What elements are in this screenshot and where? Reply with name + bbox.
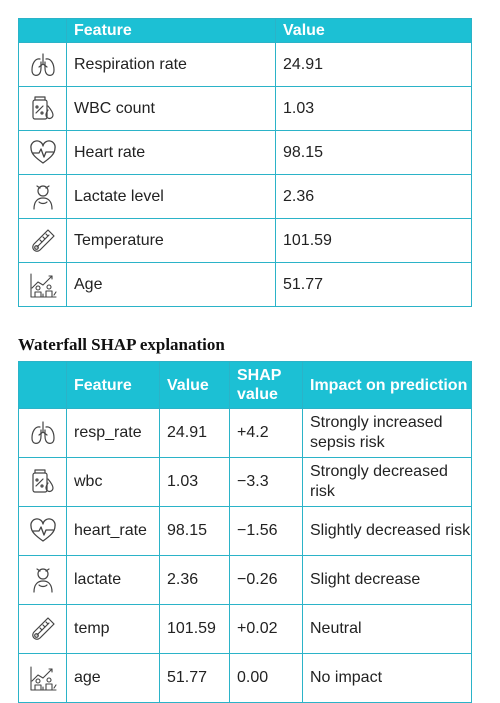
- impact-cell: Slight decrease: [302, 555, 472, 605]
- value-cell: 98.15: [159, 506, 230, 556]
- value-cell: 24.91: [159, 408, 230, 458]
- header-icon-cell: [18, 361, 67, 409]
- value-cell: 2.36: [159, 555, 230, 605]
- feature-cell: Temperature: [66, 218, 276, 263]
- header-feature: Feature: [66, 361, 160, 409]
- impact-cell: Slightly decreased risk: [302, 506, 472, 556]
- value-cell: 101.59: [275, 218, 472, 263]
- thermometer-icon: [28, 614, 58, 644]
- value-cell: 51.77: [159, 653, 230, 703]
- table-row: Age 51.77: [18, 262, 472, 307]
- lungs-icon: [28, 418, 58, 448]
- value-cell: 98.15: [275, 130, 472, 175]
- feature-cell: temp: [66, 604, 160, 654]
- table-row: age 51.77 0.00 No impact: [18, 653, 472, 703]
- table-row: Heart rate 98.15: [18, 130, 472, 175]
- value-cell: 1.03: [275, 86, 472, 131]
- heart-rate-icon: [28, 138, 58, 168]
- feature-cell: Age: [66, 262, 276, 307]
- table-row: wbc 1.03 −3.3 Strongly decreased risk: [18, 457, 472, 507]
- test-tube-icon: [28, 94, 58, 124]
- shap-cell: −1.56: [229, 506, 303, 556]
- value-cell: 2.36: [275, 174, 472, 219]
- feature-cell: Heart rate: [66, 130, 276, 175]
- feature-cell: wbc: [66, 457, 160, 507]
- value-cell: 1.03: [159, 457, 230, 507]
- table-row: Respiration rate 24.91: [18, 42, 472, 87]
- table-row: Lactate level 2.36: [18, 174, 472, 219]
- feature-cell: heart_rate: [66, 506, 160, 556]
- table-header-row: Feature Value SHAP value Impact on predi…: [18, 361, 472, 409]
- value-cell: 101.59: [159, 604, 230, 654]
- thermometer-icon: [28, 226, 58, 256]
- patient-icon: [28, 182, 58, 212]
- lungs-icon: [28, 50, 58, 80]
- feature-cell: Respiration rate: [66, 42, 276, 87]
- table-row: heart_rate 98.15 −1.56 Slightly decrease…: [18, 506, 472, 556]
- age-chart-icon: [28, 270, 58, 300]
- value-cell: 51.77: [275, 262, 472, 307]
- table-row: temp 101.59 +0.02 Neutral: [18, 604, 472, 654]
- section-caption: Waterfall SHAP explanation: [18, 335, 225, 354]
- header-icon-cell: [18, 18, 67, 43]
- table-row: resp_rate 24.91 +4.2 Strongly increased …: [18, 408, 472, 458]
- header-value: Value: [159, 361, 230, 409]
- shap-explanation-table: Feature Value SHAP value Impact on predi…: [18, 361, 472, 703]
- shap-cell: +4.2: [229, 408, 303, 458]
- impact-cell: Strongly increased sepsis risk: [302, 408, 472, 458]
- shap-cell: −0.26: [229, 555, 303, 605]
- shap-cell: +0.02: [229, 604, 303, 654]
- header-impact: Impact on prediction: [302, 361, 472, 409]
- shap-cell: −3.3: [229, 457, 303, 507]
- header-value: Value: [275, 18, 472, 43]
- feature-cell: lactate: [66, 555, 160, 605]
- value-cell: 24.91: [275, 42, 472, 87]
- impact-cell: Strongly decreased risk: [302, 457, 472, 507]
- impact-cell: Neutral: [302, 604, 472, 654]
- patient-icon: [28, 565, 58, 595]
- table-row: lactate 2.36 −0.26 Slight decrease: [18, 555, 472, 605]
- header-feature: Feature: [66, 18, 276, 43]
- table-row: Temperature 101.59: [18, 218, 472, 263]
- feature-cell: resp_rate: [66, 408, 160, 458]
- test-tube-icon: [28, 467, 58, 497]
- impact-cell: No impact: [302, 653, 472, 703]
- feature-cell: age: [66, 653, 160, 703]
- feature-values-table: Feature Value Respiration rate 24.91 WBC…: [18, 18, 472, 307]
- feature-cell: WBC count: [66, 86, 276, 131]
- age-chart-icon: [28, 663, 58, 693]
- header-shap-value: SHAP value: [229, 361, 303, 409]
- heart-rate-icon: [28, 516, 58, 546]
- table-header-row: Feature Value: [18, 18, 472, 43]
- shap-cell: 0.00: [229, 653, 303, 703]
- table-row: WBC count 1.03: [18, 86, 472, 131]
- feature-cell: Lactate level: [66, 174, 276, 219]
